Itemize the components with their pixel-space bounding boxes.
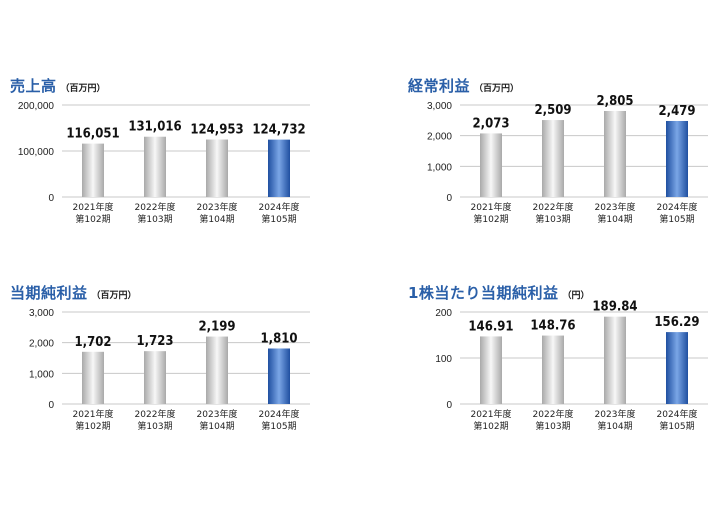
bar xyxy=(480,133,502,197)
data-label: 146.91 xyxy=(468,319,513,334)
chart-unit: （百万円） xyxy=(474,84,520,94)
x-tick-label: 第102期 xyxy=(75,213,110,225)
x-tick-label: 2023年度 xyxy=(197,408,238,420)
y-tick-label: 0 xyxy=(446,193,452,204)
data-label: 2,199 xyxy=(199,320,236,335)
bar xyxy=(480,336,502,404)
data-label: 1,723 xyxy=(137,334,174,349)
y-tick-label: 2,000 xyxy=(427,132,452,143)
x-tick-label: 第104期 xyxy=(199,420,234,432)
data-label: 1,702 xyxy=(75,335,112,350)
x-tick-label: 2022年度 xyxy=(135,408,176,420)
bar xyxy=(82,143,104,197)
x-tick-label: 第105期 xyxy=(261,213,296,225)
bar xyxy=(144,136,166,197)
x-tick-label: 第102期 xyxy=(473,420,508,432)
x-tick-label: 第105期 xyxy=(659,213,694,225)
data-label: 1,810 xyxy=(261,331,298,346)
chart-title: 経常利益 xyxy=(408,77,471,95)
data-label: 2,479 xyxy=(659,104,696,119)
x-tick-label: 2021年度 xyxy=(73,408,114,420)
chart-title: 1株当たり当期純利益 xyxy=(408,284,559,302)
x-tick-label: 2022年度 xyxy=(135,201,176,213)
panel-title: 当期純利益 （百万円） xyxy=(10,282,137,303)
data-label: 124,732 xyxy=(252,123,305,138)
x-tick-label: 第103期 xyxy=(137,420,172,432)
panel-net-income: 当期純利益 （百万円） 0 1,000 2,000 3,000 1,702 2021年度 第1… xyxy=(10,282,330,462)
chart-unit: （百万円） xyxy=(60,84,106,94)
x-tick-label: 第105期 xyxy=(659,420,694,432)
x-tick-label: 2024年度 xyxy=(259,408,300,420)
x-tick-label: 2024年度 xyxy=(259,201,300,213)
x-tick-label: 第103期 xyxy=(137,213,172,225)
bar xyxy=(144,351,166,404)
y-tick-label: 0 xyxy=(48,193,54,204)
x-tick-label: 第103期 xyxy=(535,420,570,432)
y-tick-label: 100 xyxy=(435,354,452,365)
x-tick-label: 第104期 xyxy=(597,420,632,432)
x-tick-label: 2021年度 xyxy=(73,201,114,213)
data-label: 156.29 xyxy=(654,315,699,330)
bar xyxy=(666,332,688,404)
data-label: 2,805 xyxy=(597,94,634,109)
y-tick-label: 0 xyxy=(446,400,452,411)
y-tick-label: 1,000 xyxy=(29,369,54,380)
panel-ordinary-profit: 経常利益 （百万円） 0 1,000 2,000 3,000 2,073 2021年度 第10… xyxy=(408,75,720,255)
x-tick-label: 2023年度 xyxy=(595,201,636,213)
y-tick-label: 200,000 xyxy=(18,101,55,112)
panel-net-sales: 売上高 （百万円） 0 100,000 200,000 116,051 2021年度 第10… xyxy=(10,75,330,255)
data-label: 189.84 xyxy=(592,300,637,315)
chart-title: 当期純利益 xyxy=(10,284,88,302)
data-label: 2,509 xyxy=(535,103,572,118)
bar xyxy=(268,139,290,197)
data-label: 124,953 xyxy=(190,123,243,138)
x-tick-label: 2024年度 xyxy=(657,408,698,420)
x-tick-label: 第103期 xyxy=(535,213,570,225)
bar xyxy=(542,335,564,404)
x-tick-label: 2022年度 xyxy=(533,201,574,213)
x-tick-label: 2022年度 xyxy=(533,408,574,420)
chart-unit: （円） xyxy=(562,291,590,301)
x-tick-label: 2024年度 xyxy=(657,201,698,213)
y-tick-label: 1,000 xyxy=(427,162,452,173)
data-label: 148.76 xyxy=(530,319,575,334)
panel-title: 経常利益 （百万円） xyxy=(408,75,519,96)
bar xyxy=(268,348,290,404)
bar xyxy=(206,336,228,404)
y-tick-label: 0 xyxy=(48,400,54,411)
panel-title: 売上高 （百万円） xyxy=(10,75,106,96)
data-label: 131,016 xyxy=(128,120,181,135)
bar xyxy=(604,316,626,404)
bar xyxy=(206,139,228,197)
x-tick-label: 第105期 xyxy=(261,420,296,432)
chart-title: 売上高 xyxy=(10,77,57,95)
x-tick-label: 第102期 xyxy=(75,420,110,432)
x-tick-label: 第104期 xyxy=(199,213,234,225)
x-tick-label: 第104期 xyxy=(597,213,632,225)
panel-eps: 1株当たり当期純利益 （円） 0 100 200 146.91 2021年度 第102期 14… xyxy=(408,282,720,462)
x-tick-label: 2023年度 xyxy=(595,408,636,420)
x-tick-label: 第102期 xyxy=(473,213,508,225)
y-tick-label: 3,000 xyxy=(29,308,54,319)
bar xyxy=(542,120,564,197)
panel-title: 1株当たり当期純利益 （円） xyxy=(408,282,589,303)
x-tick-label: 2021年度 xyxy=(471,408,512,420)
y-tick-label: 2,000 xyxy=(29,339,54,350)
chart-unit: （百万円） xyxy=(91,291,137,301)
data-label: 116,051 xyxy=(66,127,119,142)
y-tick-label: 3,000 xyxy=(427,101,452,112)
y-tick-label: 100,000 xyxy=(18,147,55,158)
x-tick-label: 2021年度 xyxy=(471,201,512,213)
bar xyxy=(82,351,104,404)
bar xyxy=(666,120,688,197)
y-tick-label: 200 xyxy=(435,308,452,319)
x-tick-label: 2023年度 xyxy=(197,201,238,213)
bar xyxy=(604,110,626,197)
data-label: 2,073 xyxy=(473,116,510,131)
